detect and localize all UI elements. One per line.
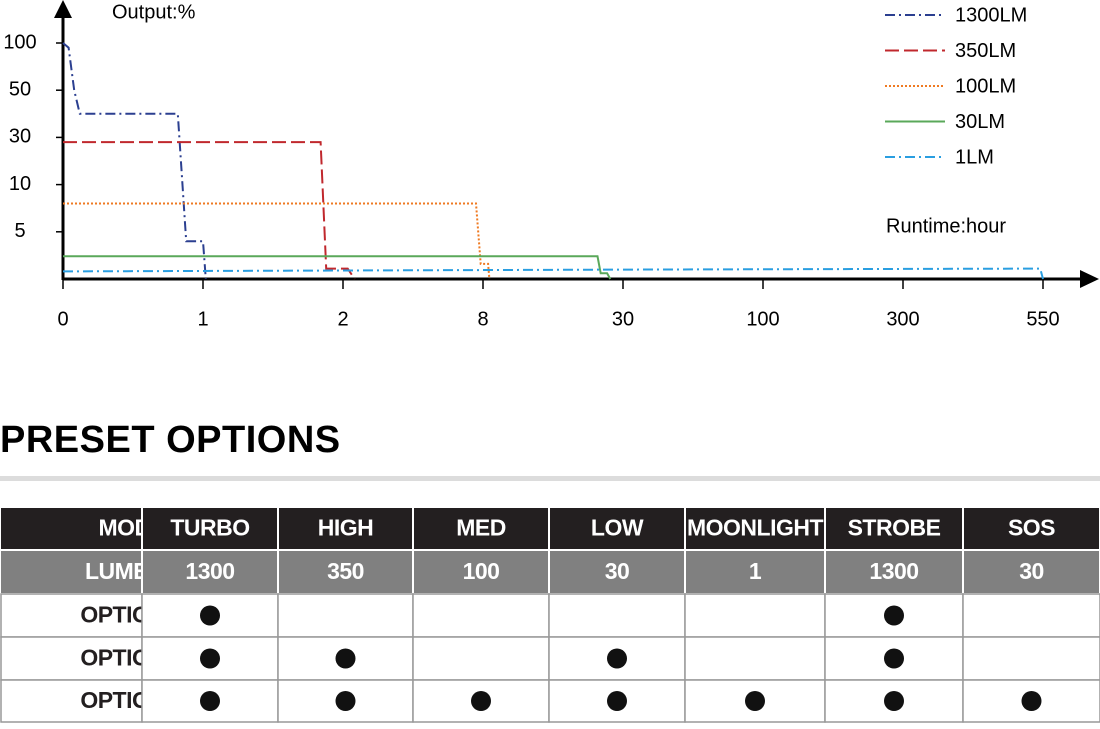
cell-text: 1: [749, 558, 762, 584]
cell: [684, 636, 826, 681]
cell: [962, 593, 1100, 638]
cell-text: MOONLIGHT: [687, 515, 823, 541]
series-line: [63, 255, 612, 280]
series-line: [62, 267, 1044, 280]
x-tick-label: 550: [1026, 308, 1059, 330]
y-tick-label: 50: [9, 78, 31, 100]
x-tick-label: 2: [337, 308, 348, 330]
y-tick-label: 5: [14, 220, 25, 242]
y-axis-label: Output:%: [112, 1, 196, 23]
series-line: [63, 141, 356, 280]
cell: [0, 679, 143, 723]
cell: [0, 593, 143, 638]
legend-label: 1300LM: [955, 4, 1027, 26]
table: MODE TURBO HIGH MED LOW MOONLIGHT STROBE SOSLUM…: [0, 506, 1100, 723]
dot: [607, 648, 627, 669]
dot: [471, 691, 491, 711]
cell: [684, 679, 826, 723]
cell-text: 30: [1019, 558, 1044, 584]
x-tick-label: 0: [57, 308, 68, 330]
dot: [884, 648, 904, 669]
dot: [200, 648, 220, 669]
cell-text: 100: [463, 558, 500, 584]
legend-label: 1LM: [955, 146, 994, 168]
cell: [962, 549, 1100, 595]
x-axis-label: Runtime:hour: [886, 215, 1006, 237]
y-tick-label: 100: [3, 31, 36, 53]
dot: [200, 605, 220, 626]
dot: [200, 691, 220, 711]
cell: [684, 593, 826, 638]
cell-text: LOW: [591, 515, 644, 541]
divider: [0, 476, 1100, 481]
x-arrow: [1080, 270, 1099, 288]
cell-text: 30: [605, 558, 630, 584]
cell-text: STROBE: [848, 515, 941, 541]
cell-text: MED: [456, 515, 506, 541]
cell: [684, 549, 826, 595]
dot: [745, 691, 765, 711]
cell: [277, 549, 414, 595]
cell-text: TURBO: [170, 515, 249, 541]
x-tick-label: 300: [886, 308, 919, 330]
x-tick-label: 8: [477, 308, 488, 330]
cell: [548, 593, 686, 638]
series-line: [62, 42, 207, 280]
y-tick-label: 30: [9, 126, 31, 148]
legend-label: 100LM: [955, 75, 1016, 97]
series-line: [63, 202, 491, 280]
dot: [1021, 691, 1042, 711]
cell-text: 1300: [185, 558, 234, 584]
x-tick-label: 30: [612, 308, 634, 330]
x-tick-label: 1: [197, 308, 208, 330]
section-title: PRESET OPTIONS: [0, 419, 341, 461]
dot: [335, 648, 356, 669]
x-tick-label: 100: [746, 308, 779, 330]
cell: [412, 593, 550, 638]
cell-text: 350: [327, 558, 364, 584]
cell: [412, 636, 550, 681]
legend-label: 30LM: [955, 111, 1005, 133]
dot: [607, 691, 627, 711]
cell: [962, 636, 1100, 681]
y-arrow: [54, 0, 72, 18]
cell-text: 1300: [869, 558, 918, 584]
dot: [884, 605, 904, 626]
dot: [884, 691, 904, 711]
dot: [335, 691, 356, 711]
cell: [277, 593, 414, 638]
legend-label: 350LM: [955, 40, 1016, 62]
cell-text: SOS: [1008, 515, 1055, 541]
cell-text: HIGH: [318, 515, 374, 541]
y-tick-label: 10: [9, 173, 31, 195]
